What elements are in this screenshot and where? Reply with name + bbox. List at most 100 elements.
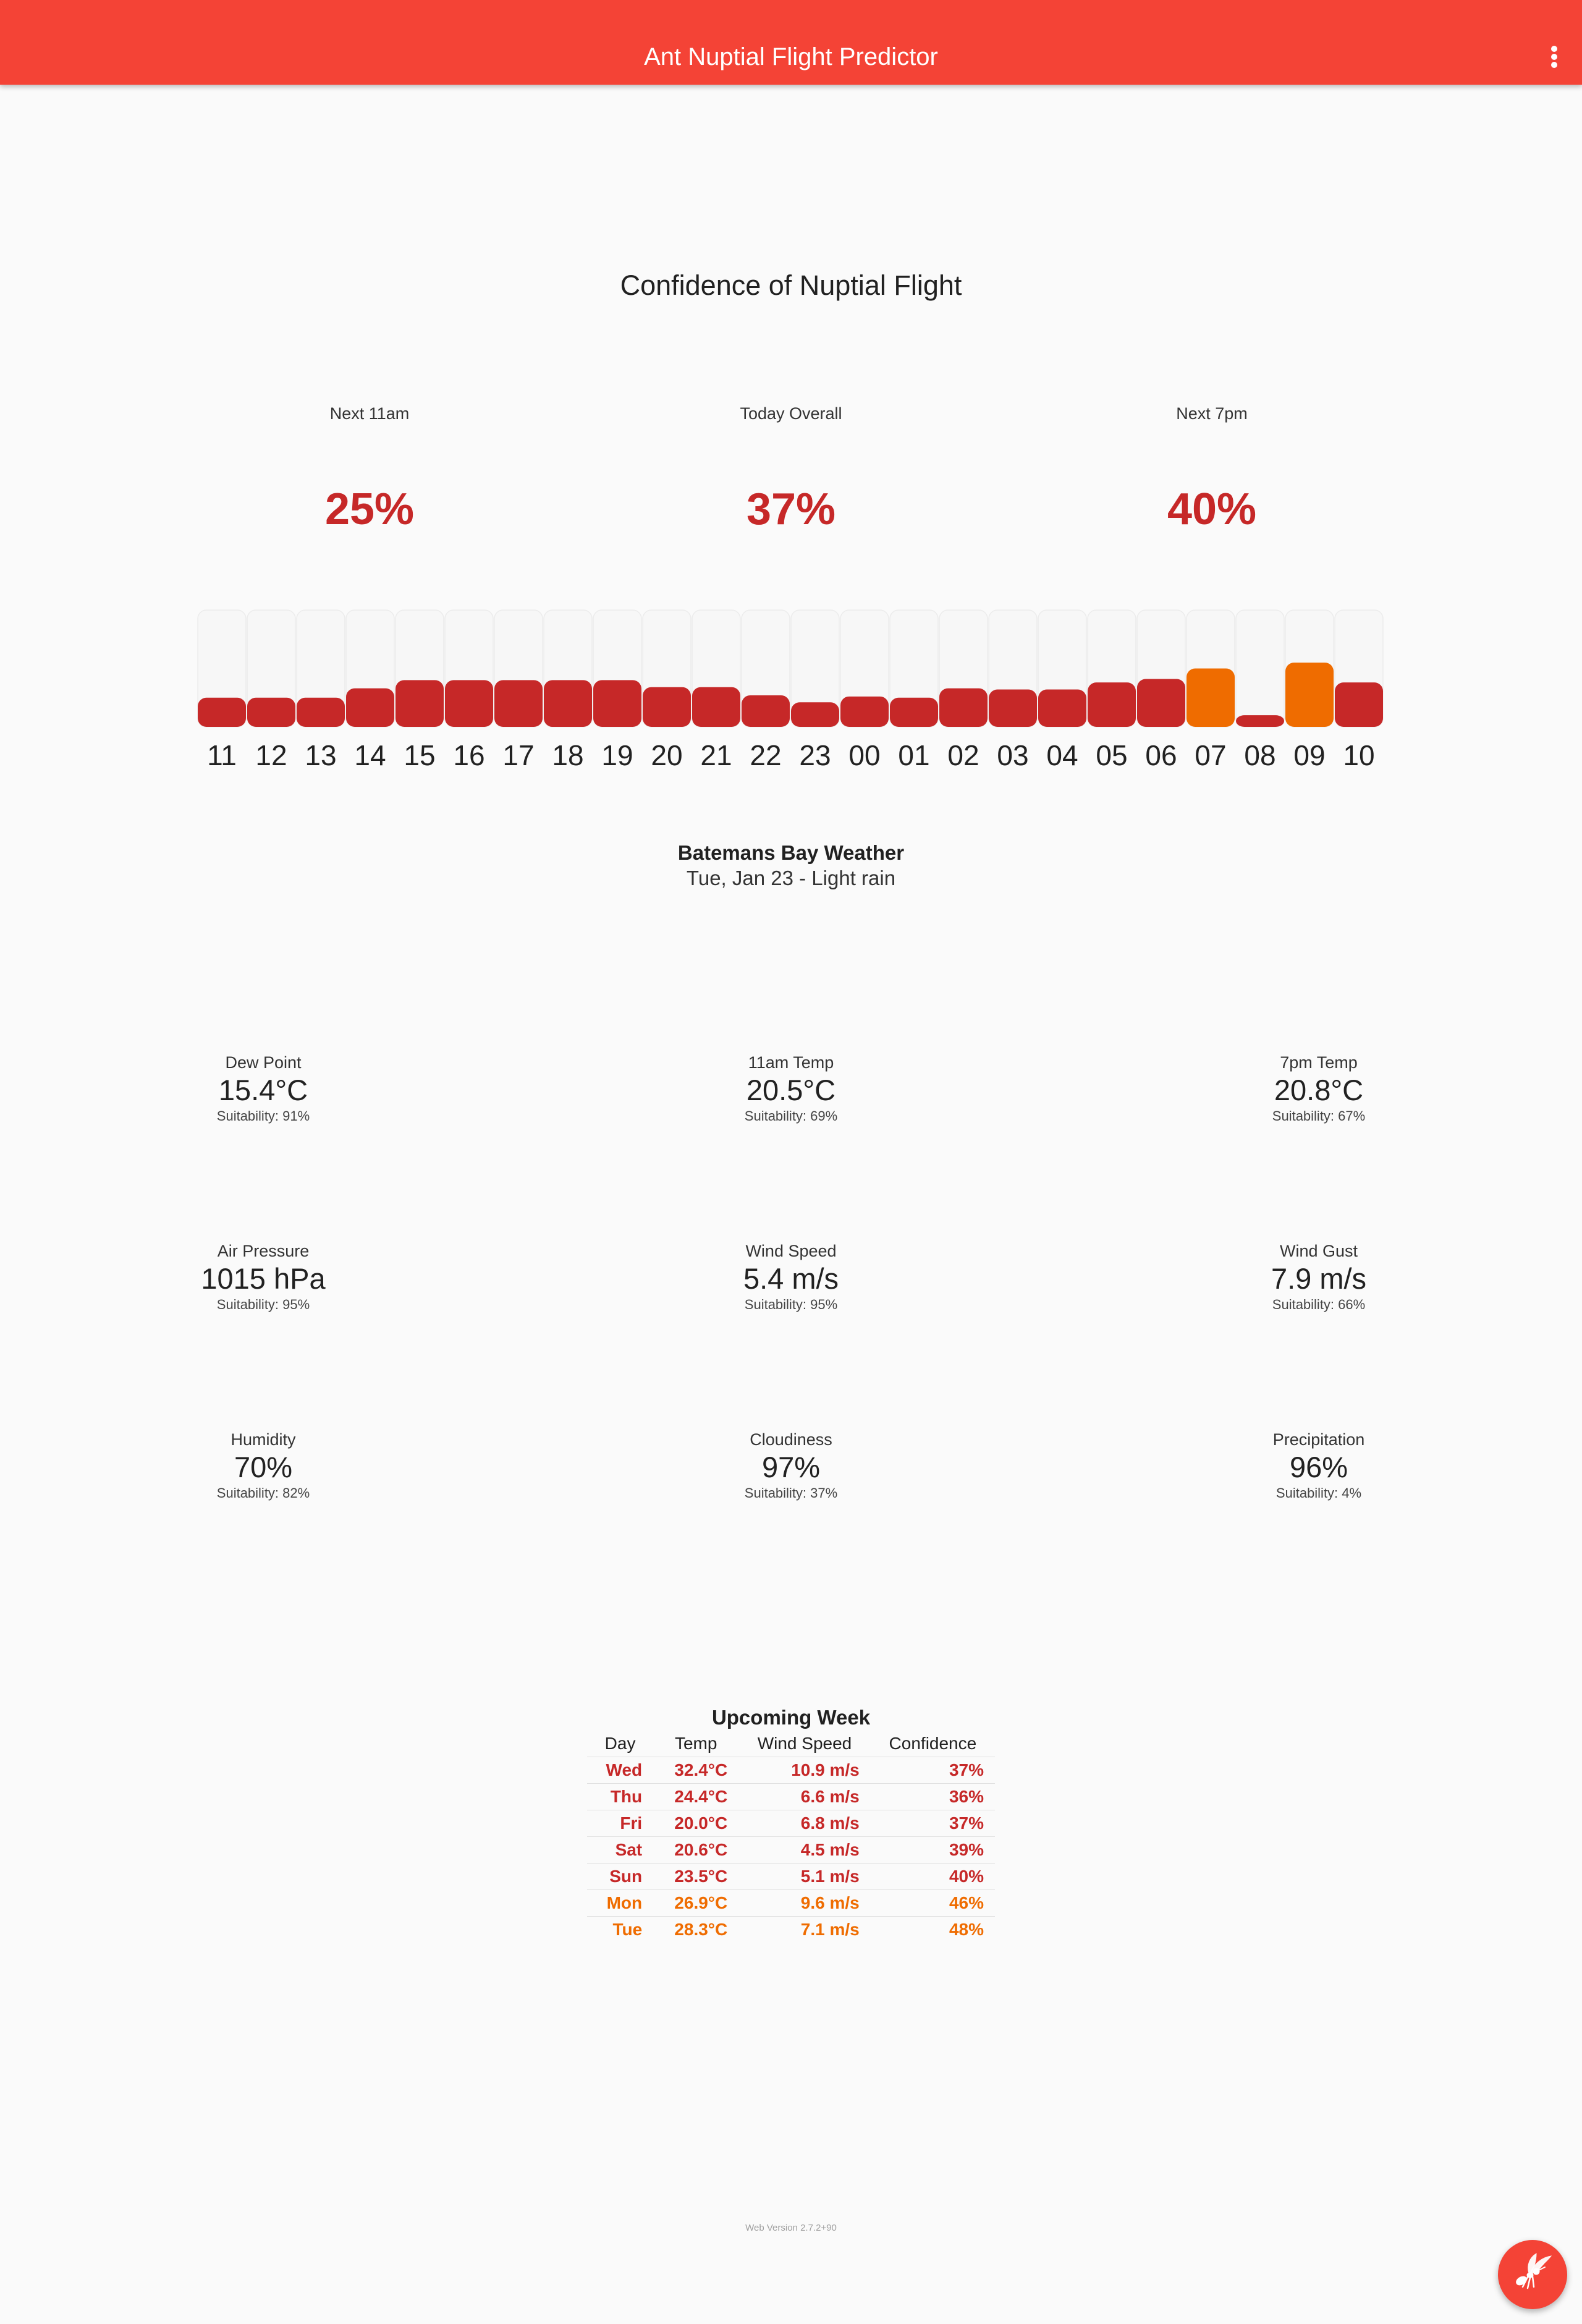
hour-bar-14	[346, 688, 394, 727]
week-temp-cell: 20.0°C	[653, 1810, 739, 1837]
week-day-cell: Fri	[587, 1810, 654, 1837]
hour-bar-20	[643, 687, 691, 727]
version-text: Web Version 2.7.2+90	[745, 2223, 837, 2233]
week-confidence-cell: 37%	[870, 1810, 995, 1837]
metric-value: 20.8°C	[1274, 1074, 1364, 1106]
flying-ant-button[interactable]	[1498, 2240, 1567, 2309]
week-confidence-cell: 48%	[870, 1916, 995, 1943]
week-temp-cell: 26.9°C	[653, 1889, 739, 1917]
metric-label: Cloudiness	[750, 1430, 832, 1449]
metric-air-pressure: Air Pressure 1015 hPa Suitability: 95%	[121, 1240, 405, 1313]
more-vert-icon[interactable]	[1551, 46, 1559, 68]
today-overall-value: 37%	[746, 485, 836, 534]
week-wind-cell: 10.9 m/s	[738, 1757, 871, 1784]
week-confidence-cell: 40%	[870, 1863, 995, 1890]
hour-bar-00	[840, 696, 889, 727]
metric-label: Dew Point	[225, 1053, 302, 1072]
metric-dew-point: Dew Point 15.4°C Suitability: 91%	[121, 1052, 405, 1125]
week-title: Upcoming Week	[711, 1706, 871, 1729]
hour-label: 08	[1244, 739, 1275, 771]
metric-label: Precipitation	[1272, 1430, 1365, 1449]
metric-suitability: Suitability: 4%	[1275, 1485, 1362, 1501]
week-wind-cell: 6.6 m/s	[738, 1783, 871, 1810]
hour-bar-21	[692, 687, 740, 727]
hour-label: 18	[552, 739, 583, 771]
hour-bar-track	[1235, 609, 1285, 727]
week-row: Tue 28.3°C 7.1 m/s 48%	[587, 1916, 995, 1943]
week-wind-cell: 9.6 m/s	[738, 1889, 871, 1917]
metric-value: 20.5°C	[746, 1074, 836, 1106]
metric-suitability: Suitability: 91%	[216, 1108, 310, 1124]
next-7pm-label: Next 7pm	[1176, 404, 1248, 423]
hour-bar-19	[593, 680, 641, 727]
hour-label: 19	[601, 739, 633, 771]
week-day-cell: Sun	[587, 1863, 654, 1890]
weather-title: Batemans Bay Weather	[677, 841, 905, 864]
header-confidence: Confidence	[889, 1734, 977, 1753]
hour-label: 17	[502, 739, 534, 771]
week-day-cell: Mon	[587, 1889, 654, 1917]
metric-precipitation: Precipitation 96% Suitability: 4%	[1177, 1429, 1461, 1502]
week-row: Thu 24.4°C 6.6 m/s 36%	[587, 1783, 995, 1810]
hour-label: 00	[848, 739, 880, 771]
metric-suitability: Suitability: 37%	[744, 1485, 838, 1501]
metric-value: 97%	[761, 1451, 821, 1483]
metric-humidity: Humidity 70% Suitability: 82%	[121, 1429, 405, 1502]
metric-suitability: Suitability: 95%	[744, 1297, 838, 1312]
metric-suitability: Suitability: 66%	[1272, 1297, 1366, 1312]
week-wind-cell: 6.8 m/s	[738, 1810, 871, 1837]
week-wind-cell: 5.1 m/s	[738, 1863, 871, 1890]
header-wind: Wind Speed	[757, 1734, 852, 1753]
metric-suitability: Suitability: 67%	[1272, 1108, 1366, 1124]
week-row: Sun 23.5°C 5.1 m/s 40%	[587, 1863, 995, 1890]
week-confidence-cell: 46%	[870, 1889, 995, 1917]
hour-label: 16	[453, 739, 484, 771]
hour-bar-13	[297, 697, 345, 727]
metric-suitability: Suitability: 69%	[744, 1108, 838, 1124]
metric-cloudiness: Cloudiness 97% Suitability: 37%	[649, 1429, 933, 1502]
hour-bar-07	[1186, 668, 1235, 727]
hour-label: 12	[255, 739, 287, 771]
metric-value: 96%	[1289, 1451, 1348, 1483]
hour-bar-23	[791, 702, 839, 727]
week-confidence-cell: 39%	[870, 1836, 995, 1864]
next-7pm-value: 40%	[1167, 485, 1257, 534]
metric-suitability: Suitability: 82%	[216, 1485, 310, 1501]
flying-ant-icon	[1516, 2253, 1552, 2289]
week-table: Day Temp Wind Speed Confidence Wed 32.4°C…	[587, 1731, 995, 1943]
hour-label: 13	[305, 739, 336, 771]
week-temp-cell: 24.4°C	[653, 1783, 739, 1810]
week-row: Mon 26.9°C 9.6 m/s 46%	[587, 1889, 995, 1917]
hour-bar-10	[1335, 682, 1383, 727]
week-header-row: Day Temp Wind Speed Confidence	[587, 1731, 995, 1757]
hour-label: 02	[947, 739, 979, 771]
header-temp: Temp	[674, 1734, 717, 1753]
hour-label: 07	[1195, 739, 1226, 771]
week-temp-cell: 28.3°C	[653, 1916, 739, 1943]
metric-value: 5.4 m/s	[743, 1262, 839, 1295]
hour-bar-16	[445, 680, 493, 727]
today-overall-label: Today Overall	[740, 404, 842, 423]
hour-bar-22	[742, 695, 790, 727]
hour-bar-12	[247, 697, 295, 727]
weather-subtitle: Tue, Jan 23 - Light rain	[686, 867, 896, 889]
metric-value: 7.9 m/s	[1271, 1262, 1367, 1295]
week-row: Wed 32.4°C 10.9 m/s 37%	[587, 1757, 995, 1784]
hour-label: 20	[651, 739, 682, 771]
hour-label: 03	[997, 739, 1028, 771]
hourly-confidence-chart: 11 12 13 14 15 16 17 18 19 20 21 22 23 00 01 02 03 04 05 06…	[197, 609, 1384, 771]
hour-bar-05	[1088, 682, 1136, 727]
week-day-cell: Sat	[587, 1836, 654, 1864]
hour-label: 15	[404, 739, 435, 771]
hour-label: 10	[1343, 739, 1374, 771]
hour-label: 09	[1293, 739, 1325, 771]
hour-bar-09	[1285, 663, 1334, 727]
metric-label: Wind Gust	[1279, 1242, 1358, 1260]
metric-value: 1015 hPa	[201, 1262, 326, 1295]
hour-bar-15	[396, 680, 444, 727]
week-row: Fri 20.0°C 6.8 m/s 37%	[587, 1810, 995, 1837]
week-temp-cell: 32.4°C	[653, 1757, 739, 1784]
metric-label: Air Pressure	[217, 1242, 310, 1260]
hour-label: 01	[898, 739, 929, 771]
hour-label: 14	[354, 739, 386, 771]
